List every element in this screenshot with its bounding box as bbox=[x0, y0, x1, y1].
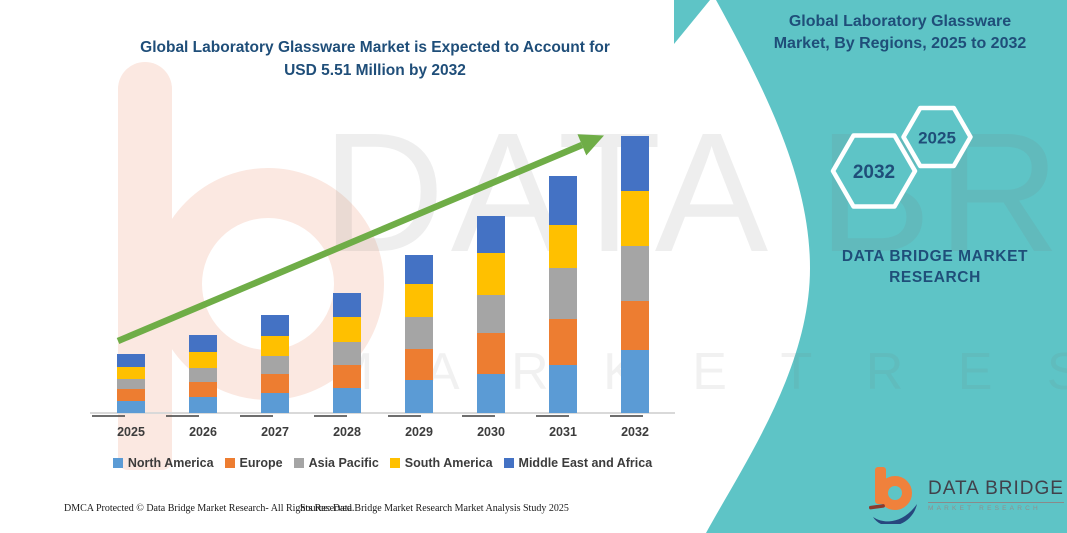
chart-legend: North America Europe Asia Pacific South Ame… bbox=[90, 456, 675, 470]
legend-label: Europe bbox=[239, 456, 283, 470]
chart-title-line1: Global Laboratory Glassware Market is Ex… bbox=[140, 39, 610, 56]
bar-segment-middle-east-and-africa-2030 bbox=[477, 215, 505, 254]
side-panel-shape bbox=[706, 0, 1067, 533]
bar-segment-middle-east-and-africa-2028 bbox=[333, 292, 361, 318]
bar-segment-middle-east-and-africa-2031 bbox=[549, 176, 577, 225]
bar-segment-asia-pacific-2032 bbox=[621, 246, 649, 302]
bar-segment-europe-2026 bbox=[189, 382, 217, 398]
side-panel-corner-triangle bbox=[674, 0, 710, 44]
bar-segment-south-america-2025 bbox=[117, 366, 145, 380]
bar-segment-europe-2031 bbox=[549, 319, 577, 365]
logo-title: DATA BRIDGE bbox=[928, 478, 1064, 503]
bar-segment-north-america-2032 bbox=[621, 350, 649, 413]
legend-swatch-europe bbox=[224, 458, 235, 468]
side-panel-brand-line1: DATA BRIDGE MARKET bbox=[841, 248, 1029, 265]
dmca-notice: DMCA Protected © Data Bridge Market Rese… bbox=[64, 503, 355, 514]
bar-segment-asia-pacific-2027 bbox=[261, 355, 289, 374]
x-axis-line bbox=[90, 412, 675, 414]
legend-label: South America bbox=[404, 456, 493, 470]
legend-item-south-america: South America bbox=[389, 456, 493, 470]
legend-swatch-asia-pacific bbox=[293, 458, 304, 468]
bar-segment-south-america-2032 bbox=[621, 191, 649, 246]
bar-segment-north-america-2029 bbox=[405, 380, 433, 413]
chart-title-line2: USD 5.51 Million by 2032 bbox=[284, 62, 466, 79]
bar-segment-north-america-2028 bbox=[333, 388, 361, 413]
bar-segment-south-america-2026 bbox=[189, 352, 217, 369]
bar-segment-asia-pacific-2031 bbox=[549, 268, 577, 320]
bar-segment-europe-2027 bbox=[261, 373, 289, 393]
bar-segment-europe-2032 bbox=[621, 301, 649, 351]
source-note: Source: Data Bridge Market Research Mark… bbox=[300, 503, 569, 514]
bar-segment-asia-pacific-2029 bbox=[405, 316, 433, 349]
side-panel-brand-line2: RESEARCH bbox=[889, 269, 981, 286]
bar-segment-asia-pacific-2025 bbox=[117, 379, 145, 390]
chart-title: Global Laboratory Glassware Market is Ex… bbox=[95, 36, 655, 82]
bar-segment-middle-east-and-africa-2029 bbox=[405, 255, 433, 284]
legend-item-middle-east-and-africa: Middle East and Africa bbox=[503, 456, 653, 470]
bar-segment-asia-pacific-2030 bbox=[477, 294, 505, 333]
bar-segment-middle-east-and-africa-2026 bbox=[189, 335, 217, 353]
bar-segment-middle-east-and-africa-2032 bbox=[621, 135, 649, 192]
legend-label: North America bbox=[127, 456, 214, 470]
logo-subtitle: MARKET RESEARCH bbox=[928, 505, 1041, 512]
data-bridge-logo-icon bbox=[868, 467, 917, 524]
bar-segment-south-america-2029 bbox=[405, 283, 433, 317]
legend-swatch-middle-east-and-africa bbox=[503, 458, 514, 468]
data-bridge-logo: DATA BRIDGE MARKET RESEARCH bbox=[868, 466, 1064, 524]
axis-label-2029: 2029 bbox=[405, 425, 433, 439]
side-panel-brand: DATA BRIDGE MARKET RESEARCH bbox=[815, 246, 1055, 288]
bar-segment-south-america-2031 bbox=[549, 224, 577, 269]
side-panel-heading-line2: Market, By Regions, 2025 to 2032 bbox=[773, 35, 1027, 52]
axis-label-2030: 2030 bbox=[477, 425, 505, 439]
bar-segment-middle-east-and-africa-2025 bbox=[117, 354, 145, 367]
axis-label-2031: 2031 bbox=[549, 425, 577, 439]
bar-segment-europe-2025 bbox=[117, 389, 145, 401]
side-panel-heading: Global Laboratory Glassware Market, By R… bbox=[740, 11, 1060, 55]
x-axis-tick-dashes bbox=[92, 414, 680, 417]
axis-label-2026: 2026 bbox=[189, 425, 217, 439]
axis-label-2025: 2025 bbox=[117, 425, 145, 439]
bar-segment-south-america-2027 bbox=[261, 335, 289, 356]
bar-segment-europe-2028 bbox=[333, 364, 361, 389]
bar-segment-north-america-2025 bbox=[117, 400, 145, 413]
axis-label-2028: 2028 bbox=[333, 425, 361, 439]
bar-segment-middle-east-and-africa-2027 bbox=[261, 314, 289, 336]
bar-segment-europe-2030 bbox=[477, 333, 505, 375]
legend-item-europe: Europe bbox=[224, 456, 283, 470]
bar-segment-north-america-2027 bbox=[261, 392, 289, 413]
legend-item-north-america: North America bbox=[112, 456, 214, 470]
bar-segment-north-america-2030 bbox=[477, 374, 505, 413]
bar-segment-asia-pacific-2026 bbox=[189, 368, 217, 383]
legend-swatch-north-america bbox=[112, 458, 123, 468]
bar-segment-north-america-2031 bbox=[549, 364, 577, 413]
bar-segment-south-america-2030 bbox=[477, 253, 505, 295]
data-bridge-logo-words: DATA BRIDGE MARKET RESEARCH bbox=[928, 478, 1064, 512]
bar-segment-south-america-2028 bbox=[333, 317, 361, 343]
axis-label-2027: 2027 bbox=[261, 425, 289, 439]
side-panel-heading-line1: Global Laboratory Glassware bbox=[788, 13, 1012, 30]
legend-label: Middle East and Africa bbox=[518, 456, 653, 470]
bar-segment-north-america-2026 bbox=[189, 397, 217, 413]
bar-segment-asia-pacific-2028 bbox=[333, 342, 361, 365]
legend-swatch-south-america bbox=[389, 458, 400, 468]
axis-label-2032: 2032 bbox=[621, 425, 649, 439]
legend-item-asia-pacific: Asia Pacific bbox=[293, 456, 379, 470]
bar-segment-europe-2029 bbox=[405, 348, 433, 381]
legend-label: Asia Pacific bbox=[308, 456, 379, 470]
